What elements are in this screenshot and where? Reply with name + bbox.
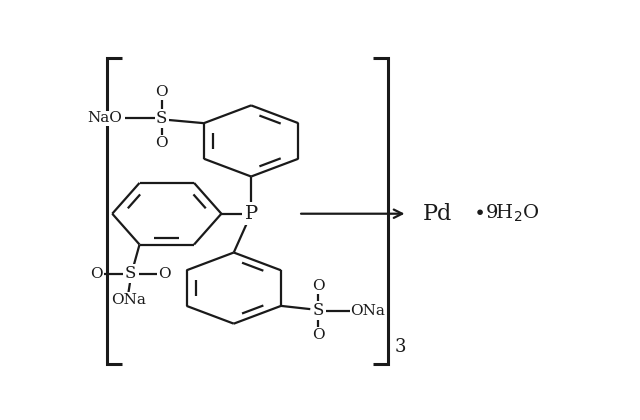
Text: O: O <box>312 279 324 294</box>
Text: O: O <box>90 267 103 281</box>
Text: S: S <box>125 265 136 282</box>
Text: P: P <box>244 205 258 223</box>
Text: $\bullet$9H$_2$O: $\bullet$9H$_2$O <box>474 203 540 224</box>
Text: Pd: Pd <box>422 203 452 225</box>
Text: ONa: ONa <box>350 304 385 318</box>
Text: ONa: ONa <box>111 292 145 307</box>
Text: S: S <box>156 110 168 127</box>
Text: O: O <box>156 136 168 150</box>
Text: O: O <box>158 267 171 281</box>
Text: O: O <box>156 85 168 100</box>
Text: 3: 3 <box>395 338 406 356</box>
Text: S: S <box>312 302 324 319</box>
Text: O: O <box>312 328 324 342</box>
Text: NaO: NaO <box>87 111 122 125</box>
